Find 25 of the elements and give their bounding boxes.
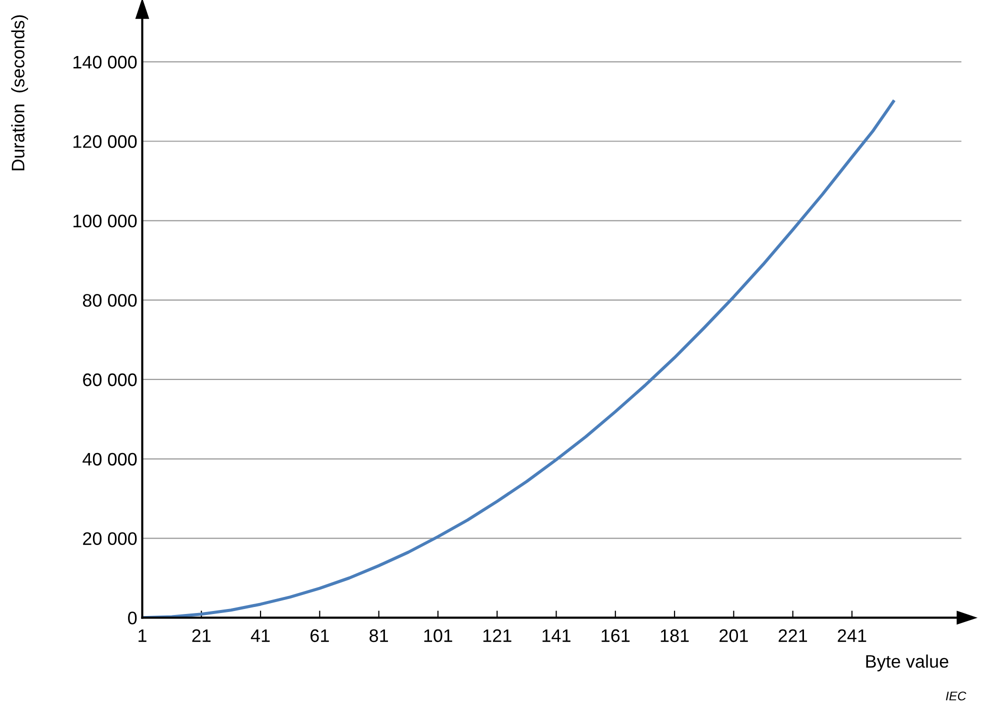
x-tick-label: 121 [483, 629, 512, 642]
y-tick-label: 20 000 [83, 532, 137, 546]
y-tick-label: 80 000 [82, 294, 137, 307]
x-tick-label: 181 [660, 629, 689, 642]
x-tick-label: 1 [138, 629, 146, 642]
x-tick-label: 141 [542, 629, 570, 642]
x-tick-label: 21 [192, 629, 211, 642]
y-tick-label: 120 000 [74, 135, 137, 148]
x-tick-label: 201 [720, 629, 748, 642]
x-tick-label: 241 [838, 629, 866, 642]
y-tick-label: 0 [128, 612, 137, 624]
y-tick-label: 40 000 [82, 452, 137, 466]
y-tick-label: 140 000 [74, 56, 137, 69]
text: IEC [946, 692, 966, 700]
y-tick-label: 100 000 [74, 214, 137, 228]
x-tick-label: 161 [602, 629, 630, 642]
x-tick-label: 81 [370, 629, 388, 642]
x-tick-label: 41 [250, 629, 270, 642]
x-tick-label: 101 [424, 629, 452, 642]
y-tick-label: 60 000 [83, 373, 137, 386]
x-tick-label: 221 [778, 629, 808, 642]
y-axis-title: Duration (seconds) [11, 15, 28, 170]
x-axis-title: Byte value [866, 654, 948, 672]
line-series [142, 100, 895, 618]
x-tick-label: 61 [310, 629, 329, 642]
